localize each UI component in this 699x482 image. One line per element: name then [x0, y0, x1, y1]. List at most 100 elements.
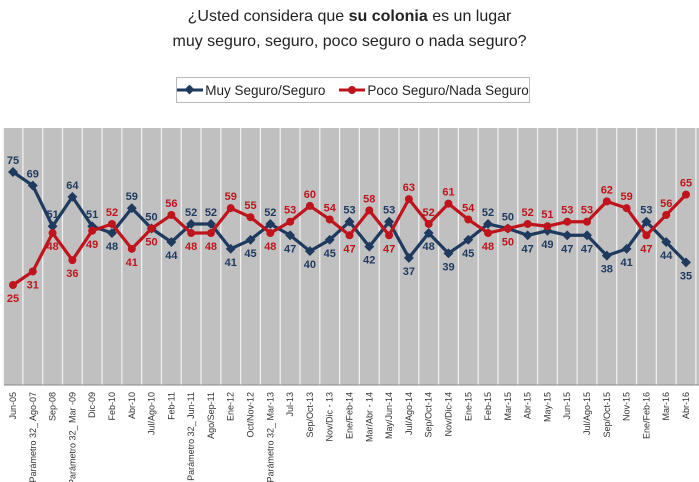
data-label: 45 [462, 248, 474, 260]
legend-item-poco-seguro: Poco Seguro/Nada Seguro [339, 82, 529, 98]
data-label: 51 [46, 209, 58, 221]
red-circle-line-icon [339, 86, 366, 94]
data-label: 52 [185, 207, 197, 219]
data-label: 69 [27, 169, 39, 181]
data-point-muy-seguro [641, 216, 652, 227]
data-point-muy-seguro [166, 237, 177, 248]
data-point-poco-seguro [583, 217, 592, 226]
data-label: 54 [324, 202, 337, 214]
data-point-muy-seguro [582, 230, 592, 241]
data-label: 52 [264, 207, 276, 219]
data-label: 75 [7, 155, 19, 167]
data-point-muy-seguro [364, 241, 375, 252]
x-tick-label: Mar-15 [503, 392, 513, 421]
data-point-muy-seguro [8, 167, 18, 177]
x-tick-label: Jun-15 [562, 392, 572, 420]
x-tick-label: Mar-16 [661, 392, 671, 421]
data-label: 53 [284, 205, 296, 217]
series-line-1 [12, 193, 688, 287]
data-point-muy-seguro [27, 180, 38, 191]
data-label: 59 [225, 191, 237, 203]
data-point-poco-seguro [464, 215, 473, 224]
data-point-muy-seguro [522, 230, 533, 241]
data-label: 52 [205, 207, 217, 219]
data-point-muy-seguro [661, 237, 672, 248]
data-label: 53 [343, 205, 355, 217]
data-label: 36 [66, 268, 78, 280]
x-tick-label: Parámetro 32_ Jun-11 [186, 392, 196, 481]
data-label: 48 [205, 241, 217, 253]
x-tick-label: May-15 [542, 392, 552, 422]
data-label: 41 [126, 257, 138, 269]
data-point-muy-seguro [403, 252, 414, 263]
x-tick-label: Ene-12 [226, 392, 236, 421]
title-text: ¿Usted considera que [187, 8, 349, 25]
x-tick-label: May/Jun-14 [384, 392, 394, 439]
data-label: 50 [145, 212, 157, 224]
data-label: 60 [304, 189, 316, 201]
x-tick-label: Jul-13 [285, 392, 295, 417]
data-label: 62 [601, 184, 613, 196]
data-point-muy-seguro [107, 228, 117, 238]
x-tick-label: Parámetro 32_ Mar-13 [265, 392, 275, 482]
data-point-muy-seguro [502, 223, 513, 234]
data-label: 47 [640, 243, 652, 255]
data-label: 39 [442, 261, 454, 273]
data-point-poco-seguro [226, 204, 235, 213]
data-label: 61 [442, 187, 454, 199]
data-label: 50 [502, 212, 514, 224]
data-point-muy-seguro [146, 223, 157, 234]
x-tick-label: Dic-09 [87, 392, 97, 418]
data-point-muy-seguro [562, 230, 573, 241]
data-point-poco-seguro [424, 219, 433, 228]
x-tick-label: Sep/Oct-13 [305, 392, 315, 438]
data-label: 31 [27, 279, 39, 291]
data-label: 59 [126, 191, 138, 203]
data-label: 48 [46, 241, 58, 253]
data-point-poco-seguro [345, 231, 354, 240]
data-point-muy-seguro [285, 230, 296, 241]
data-point-poco-seguro [68, 256, 77, 265]
data-label: 48 [264, 241, 276, 253]
x-tick-label: Jul/Ago-10 [147, 392, 157, 435]
data-point-poco-seguro [563, 217, 572, 226]
data-label: 48 [106, 241, 118, 253]
data-label: 52 [423, 207, 435, 219]
legend-label: Poco Seguro/Nada Seguro [367, 82, 529, 98]
data-label: 50 [502, 237, 514, 249]
data-point-muy-seguro [542, 225, 553, 236]
x-tick-label: Parámetro 32_ Ago-07 [28, 392, 38, 482]
data-point-poco-seguro [404, 195, 413, 204]
x-tick-label: Nov/Dic - 13 [325, 392, 335, 442]
legend: Muy Seguro/Seguro Poco Seguro/Nada Segur… [176, 77, 530, 103]
data-label: 45 [324, 248, 336, 260]
data-label: 41 [620, 257, 632, 269]
data-label: 54 [462, 202, 475, 214]
x-tick-label: Abr-16 [681, 392, 691, 419]
data-point-poco-seguro [107, 219, 116, 228]
data-point-poco-seguro [266, 229, 275, 238]
data-label: 58 [363, 193, 375, 205]
data-point-muy-seguro [47, 221, 58, 232]
data-point-muy-seguro [621, 243, 632, 254]
data-label: 48 [482, 241, 494, 253]
x-tick-label: Sep/Oct-15 [602, 392, 612, 438]
data-label: 47 [343, 243, 355, 255]
x-tick-label: Nov/Dic-14 [443, 392, 453, 437]
data-point-muy-seguro [601, 250, 612, 261]
data-label: 47 [383, 243, 395, 255]
data-point-muy-seguro [423, 228, 434, 238]
x-tick-label: Mar/Abr - 14 [364, 392, 374, 442]
data-point-muy-seguro [324, 234, 335, 245]
data-point-muy-seguro [245, 234, 256, 245]
data-point-poco-seguro [187, 229, 196, 238]
blue-diamond-line-icon [177, 85, 204, 95]
data-label: 53 [383, 205, 395, 217]
data-label: 47 [561, 243, 573, 255]
data-label: 25 [7, 293, 19, 305]
data-label: 53 [561, 205, 573, 217]
data-point-muy-seguro [483, 219, 494, 229]
data-point-poco-seguro [147, 224, 156, 233]
title-text-end: es un lugar [427, 8, 512, 25]
